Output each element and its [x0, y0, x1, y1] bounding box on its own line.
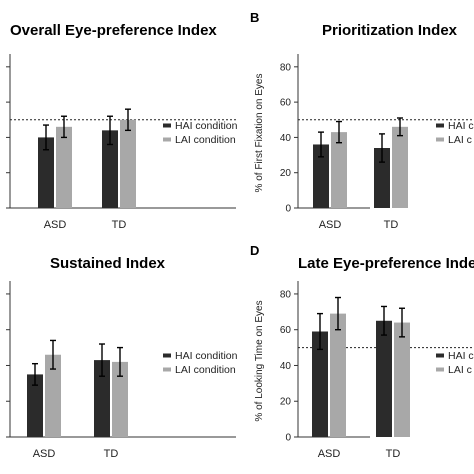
x-tick-label: ASD [319, 219, 342, 231]
panel-letter: B [250, 10, 259, 25]
y-tick-label: 40 [280, 361, 292, 372]
legend-label: LAI c [448, 364, 472, 376]
y-tick-label: 40 [280, 133, 292, 144]
x-tick-label: ASD [44, 219, 67, 231]
chart-title: Late Eye-preference Index [298, 255, 474, 272]
bar-hai-asd [27, 374, 43, 437]
chart-panel-1: Overall Eye-preference Index ASD TD HAI con… [6, 22, 238, 231]
x-tick-label: TD [384, 219, 399, 231]
bar-lai-td [112, 361, 128, 437]
bar-lai-asd [330, 313, 346, 437]
panel-letter: D [250, 243, 259, 258]
chart-panel-2: B Prioritization Index 0 20 40 60 80 % of First… [250, 10, 474, 231]
bar-lai-asd [56, 126, 72, 208]
legend-swatch [436, 353, 444, 358]
chart-title: Overall Eye-preference Index [10, 22, 217, 39]
bar-hai-asd [312, 331, 328, 437]
bar-hai-asd [313, 144, 329, 208]
legend-label: LAI c [448, 134, 472, 146]
chart-panel-3: Sustained Index ASD TD HAI condition LAI con… [6, 255, 238, 460]
bar-lai-td [392, 126, 408, 208]
bar-hai-asd [38, 137, 54, 208]
legend-swatch [163, 367, 171, 372]
chart-title: Prioritization Index [322, 22, 458, 39]
legend-label: LAI condition [175, 134, 236, 146]
legend-label: LAI condition [175, 364, 236, 376]
legend-swatch [163, 123, 171, 128]
legend-swatch [163, 353, 171, 358]
chart-panel-4: D Late Eye-preference Index 0 20 40 60 80 % of … [250, 243, 474, 460]
y-axis-label: % of Looking Time on Eyes [254, 300, 265, 421]
y-tick-label: 20 [280, 168, 292, 179]
y-tick-label: 60 [280, 325, 292, 336]
legend-swatch [436, 367, 444, 372]
y-tick-label: 0 [285, 204, 291, 215]
legend-swatch [436, 137, 444, 142]
legend-swatch [163, 137, 171, 142]
bar-hai-td [376, 320, 392, 437]
x-tick-label: ASD [33, 448, 56, 460]
bar-lai-asd [45, 354, 61, 437]
y-axis-label: % of First Fixation on Eyes [254, 74, 265, 193]
bar-hai-td [374, 148, 390, 208]
chart-title: Sustained Index [50, 255, 166, 272]
bar-hai-td [94, 360, 110, 437]
y-tick-label: 0 [285, 433, 291, 444]
bar-hai-td [102, 130, 118, 208]
y-tick-label: 20 [280, 397, 292, 408]
bar-lai-td [120, 119, 136, 208]
y-tick-label: 60 [280, 98, 292, 109]
bar-lai-td [394, 322, 410, 437]
legend-swatch [436, 123, 444, 128]
x-tick-label: TD [386, 448, 401, 460]
x-tick-label: ASD [318, 448, 341, 460]
legend-label: HAI condition [175, 350, 238, 362]
y-tick-label: 80 [280, 289, 292, 300]
legend-label: HAI c [448, 120, 474, 132]
legend-label: HAI condition [175, 120, 238, 132]
legend-label: HAI c [448, 350, 474, 362]
x-tick-label: TD [112, 219, 127, 231]
x-tick-label: TD [104, 448, 119, 460]
bar-lai-asd [331, 132, 347, 208]
y-tick-label: 80 [280, 62, 292, 73]
